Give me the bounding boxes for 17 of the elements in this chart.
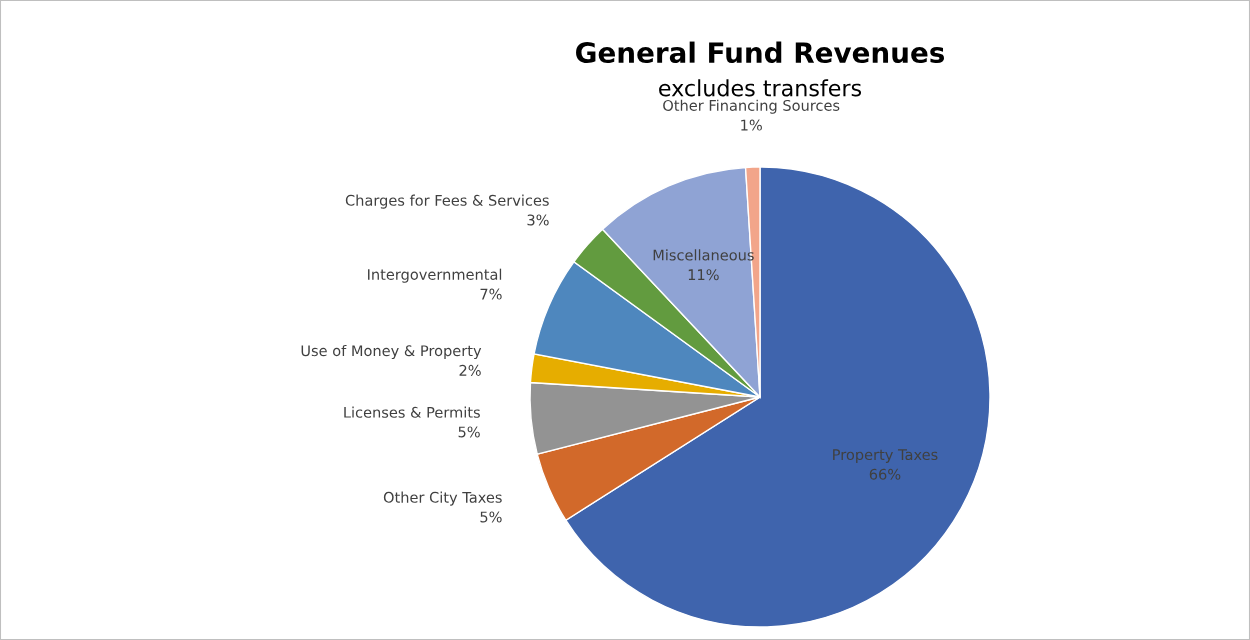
slice-label: Other Financing Sources (663, 99, 840, 114)
data-label: 11% (688, 269, 719, 281)
slice-label: Charges for Fees & Services (345, 194, 549, 209)
slice-label: Property Taxes (833, 449, 938, 463)
slice-label: Use of Money & Property (301, 344, 482, 360)
slice-label: Other City Taxes (383, 491, 502, 506)
data-label: 1% (741, 119, 762, 131)
data-label: 7% (480, 288, 502, 300)
data-label: 2% (459, 364, 481, 376)
data-label: 5% (480, 511, 502, 523)
chart-subtitle: excludes transfers (659, 79, 862, 97)
slice-label: Intergovernmental (368, 268, 502, 283)
data-label: 3% (527, 214, 549, 226)
slice-label: Licenses & Permits (344, 406, 480, 418)
chart-title: General Fund Revenues (576, 41, 945, 64)
data-label: 5% (458, 426, 480, 438)
data-label: 66% (869, 468, 901, 480)
